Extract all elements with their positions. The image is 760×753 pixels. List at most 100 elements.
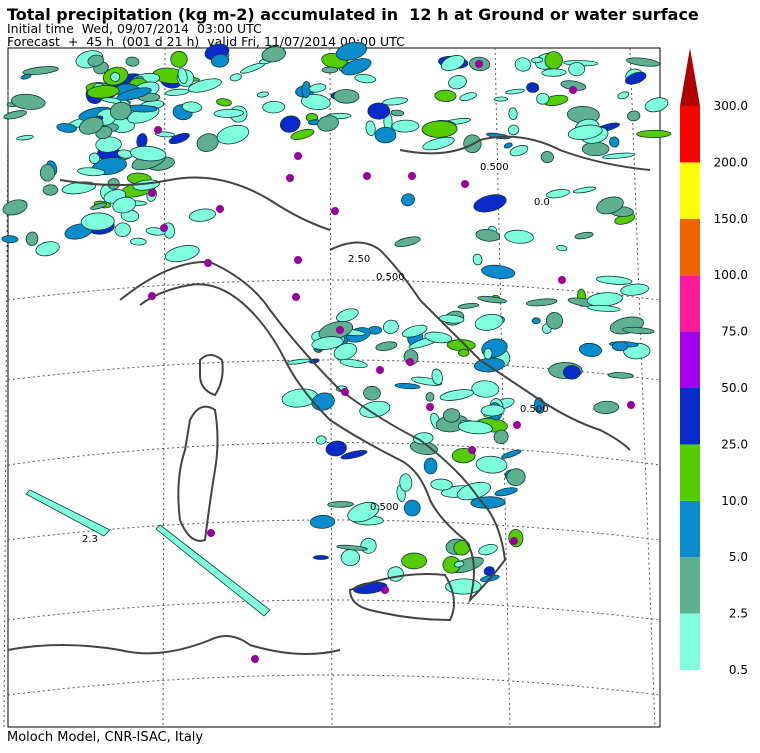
precip-area [593,400,620,414]
precip-area [401,552,428,570]
city-marker [148,292,156,300]
precip-area [531,57,544,64]
precip-area [256,91,269,98]
precip-area [88,152,101,165]
colorbar-segment [680,331,700,388]
footer: Moloch Model, CNR-ISAC, Italy [7,730,203,745]
colorbar-segment [680,500,700,558]
precip-area [480,404,505,417]
precip-area [442,408,461,423]
precip-area [507,124,520,136]
precip-area [1,235,19,244]
precip-area [116,87,152,101]
colorbar-label: 25.0 [721,437,748,451]
contour-label: 2.3 [82,534,98,545]
precip-area [87,54,104,67]
precip-area [300,94,331,111]
precip-area [503,142,513,149]
colorbar-label: 75.0 [721,325,748,339]
precip-area [620,283,650,296]
precip-area [3,110,27,120]
precip-area [475,229,501,242]
precip-area [440,55,465,71]
precip-area [459,92,477,102]
precip-area [424,331,453,344]
precip-area [145,227,166,236]
precip-area [325,440,347,457]
precip-area [458,348,470,357]
precip-area [453,539,471,556]
city-marker [426,403,434,411]
precip-area [411,376,443,386]
precip-area [279,115,301,133]
colorbar-label: 100.0 [714,268,748,282]
precip-area [578,342,602,357]
city-marker [475,60,483,68]
precip-area [390,109,405,117]
precip-area [341,58,372,76]
precip-area [403,499,421,517]
colorbar-label: 2.5 [729,607,748,621]
precip-area [114,222,131,237]
precip-area [625,71,647,85]
precip-area [164,88,190,96]
precip-area [22,66,59,76]
precip-area [80,212,115,231]
precip-area [477,295,508,304]
precip-area [586,304,621,312]
city-marker [292,293,300,301]
initial-time: Initial time Wed, 09/07/2014 03:00 UTC [7,21,262,36]
precip-area [531,317,541,325]
precip-area [181,101,202,113]
precip-area [434,89,457,102]
precip-area [644,97,669,113]
precip-area [430,478,453,491]
city-marker [216,205,224,213]
colorbar-segment [680,162,700,219]
colorbar-label: 50.0 [721,381,748,395]
precip-area [568,62,586,77]
city-marker [204,259,212,267]
precip-area [308,83,327,93]
city-marker [510,537,518,545]
city-marker [408,172,416,180]
precip-area [622,326,655,335]
precip-area [394,236,421,247]
precip-area [401,324,428,338]
precip-area [609,136,620,148]
colorbar-label: 150.0 [714,212,748,226]
precip-area [425,392,435,402]
colorbar-over [680,48,700,106]
precip-area [574,231,594,240]
precip-area [453,560,465,568]
colorbar-label: 300.0 [714,99,748,113]
precip-area [188,208,217,222]
precip-area [475,455,508,474]
city-marker [207,529,215,537]
precip-area [627,110,641,122]
precip-area [382,319,399,334]
precip-area [596,196,624,215]
precip-area [617,91,630,100]
city-marker [154,126,162,134]
precip-area [636,129,672,139]
city-marker [341,388,349,396]
precip-area [572,186,596,194]
precip-area [42,184,59,196]
precip-area [315,435,327,445]
precip-area [401,193,415,207]
precip-area [365,120,376,136]
precip-area [448,75,467,90]
city-marker [286,174,294,182]
city-marker [627,401,635,409]
precip-area [311,336,344,350]
precip-area [354,73,377,84]
precip-area [431,368,443,385]
precip-area [375,341,398,351]
precip-area [504,229,534,244]
city-marker [331,207,339,215]
precip-area [90,202,108,210]
precip-area [335,41,367,61]
precip-area [478,543,498,556]
precip-area [471,380,500,398]
